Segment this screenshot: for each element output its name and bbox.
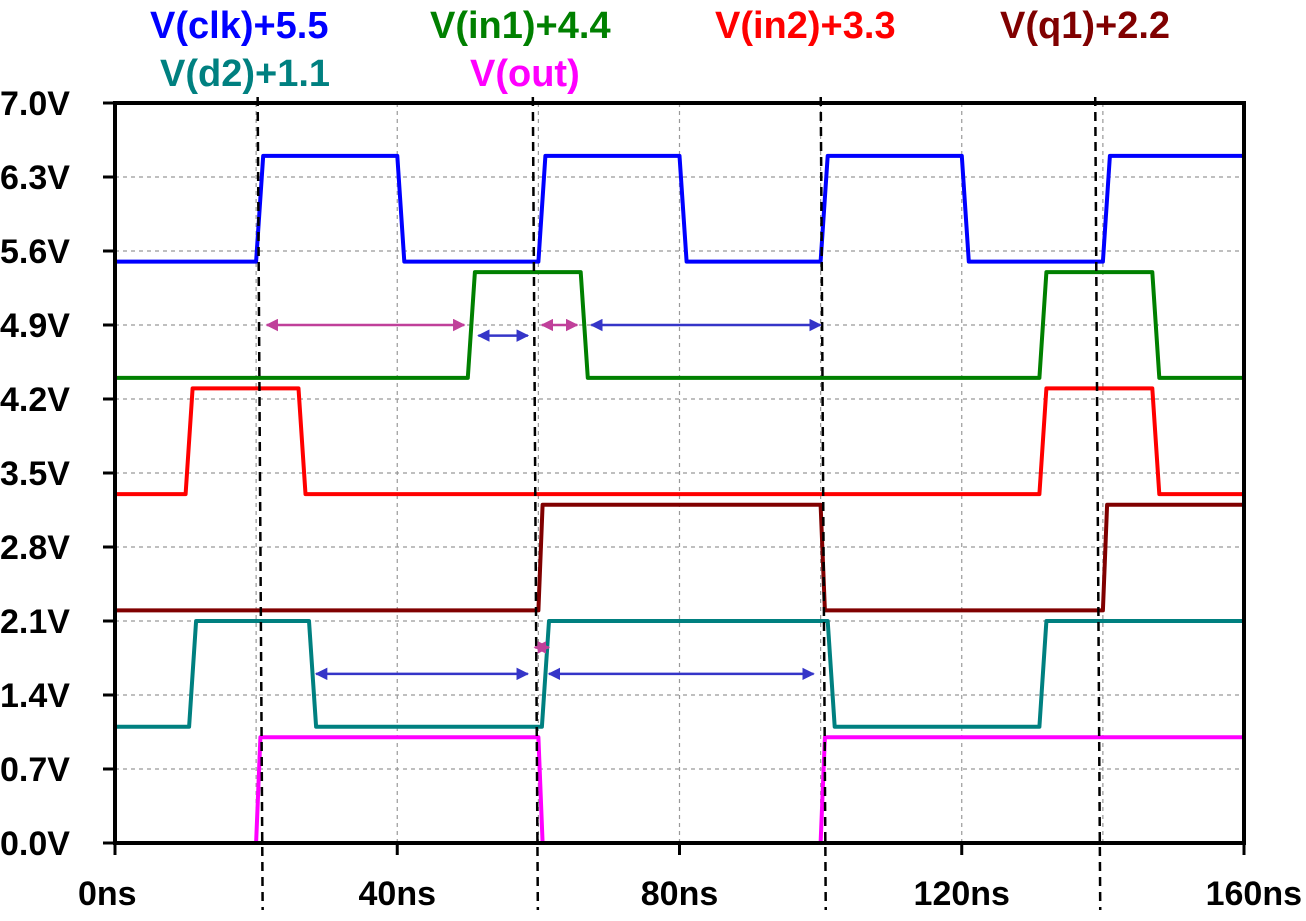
- series-line-2: [115, 386, 1244, 497]
- legend-entry-in2: V(in2)+3.3: [715, 5, 896, 47]
- series-line-3: [115, 502, 1244, 613]
- y-tick-label: 2.1V: [0, 603, 70, 641]
- y-tick-label: 5.6V: [0, 233, 70, 271]
- axis-ticks: 0.0V 0.7V 1.4V 2.1V 2.8V 3.5V 4.2V 4.9V 5.6V 6.3V…: [0, 85, 1302, 913]
- legend-entry-d2: V(d2)+1.1: [160, 53, 331, 95]
- series-line-0: [115, 153, 1244, 264]
- y-tick-label: 4.9V: [0, 307, 70, 345]
- x-tick-label: 120ns: [914, 875, 1010, 913]
- y-tick-label: 1.4V: [0, 677, 70, 715]
- time-marker-2: [819, 96, 827, 911]
- time-marker-3: [1093, 96, 1102, 911]
- legend-entry-out: V(out): [470, 53, 580, 95]
- legend-entry-q1: V(q1)+2.2: [1000, 5, 1171, 47]
- grid-lines: [115, 103, 1244, 843]
- x-tick-label: 40ns: [359, 875, 437, 913]
- time-markers: [256, 96, 1102, 911]
- series-layer: [115, 153, 1244, 845]
- legend: V(clk)+5.5 V(in1)+4.4 V(in2)+3.3 V(q1)+2…: [0, 0, 1306, 100]
- y-tick-label: 0.0V: [0, 825, 70, 863]
- series-line-5: [115, 735, 1244, 845]
- time-marker-1: [531, 96, 540, 911]
- x-tick-label: 0ns: [78, 875, 137, 913]
- series-line-4: [115, 619, 1244, 729]
- x-tick-label: 160ns: [1206, 875, 1302, 913]
- legend-entry-in1: V(in1)+4.4: [430, 5, 611, 47]
- legend-entry-clk: V(clk)+5.5: [150, 5, 329, 47]
- y-tick-label: 7.0V: [0, 85, 70, 123]
- y-tick-label: 0.7V: [0, 751, 70, 789]
- y-tick-label: 2.8V: [0, 529, 70, 567]
- y-tick-label: 6.3V: [0, 159, 70, 197]
- y-tick-label: 3.5V: [0, 455, 70, 493]
- interval-annotations: [265, 318, 822, 681]
- series-line-1: [115, 270, 1244, 380]
- x-tick-label: 80ns: [641, 875, 719, 913]
- time-marker-0: [256, 96, 264, 911]
- y-tick-label: 4.2V: [0, 381, 70, 419]
